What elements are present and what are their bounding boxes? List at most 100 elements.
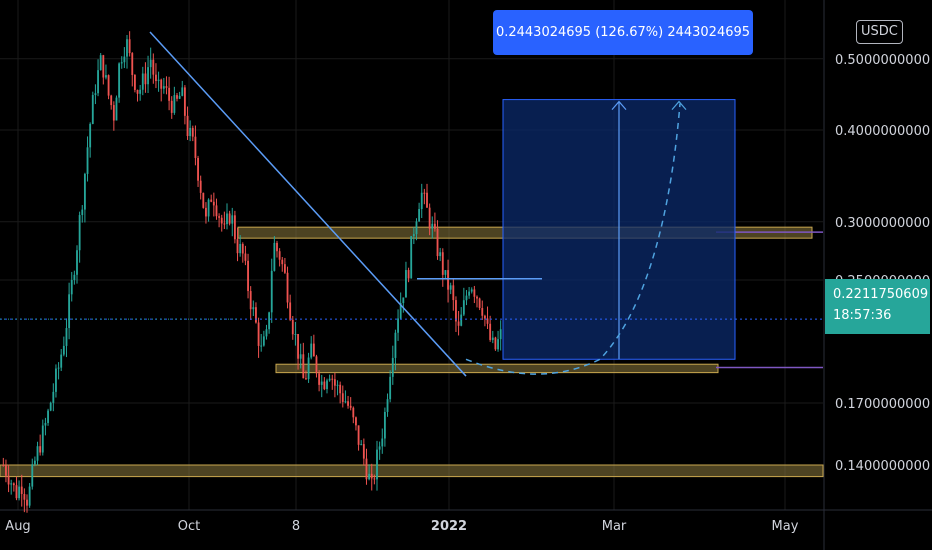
candle-body: [218, 216, 221, 218]
candle-body: [110, 95, 113, 106]
candle-body: [320, 381, 323, 385]
candle-body: [431, 223, 434, 229]
price-axis[interactable]: 0.50000000000.40000000000.30000000000.25…: [835, 53, 930, 474]
bottom-zone[interactable]: [0, 464, 824, 478]
candle-body: [494, 337, 497, 350]
measure-arrow-head: [611, 100, 627, 110]
candle-body: [133, 74, 136, 90]
countdown: 18:57:36: [833, 308, 892, 323]
candle-body: [383, 411, 386, 439]
currency-badge[interactable]: USDC: [856, 20, 903, 44]
candle-body: [33, 460, 36, 465]
candle-body: [260, 345, 263, 347]
candle-body: [473, 289, 476, 297]
candle-body: [423, 192, 426, 194]
candle-body: [91, 95, 94, 124]
price-tick-label: 0.4000000000: [835, 124, 930, 139]
candle-body: [183, 87, 186, 116]
candle-body: [399, 303, 402, 319]
candle-body: [420, 192, 423, 210]
candle-body: [462, 300, 465, 315]
candle-body: [439, 252, 442, 257]
candles: [2, 31, 502, 513]
candle-body: [181, 87, 184, 96]
price-tick-label: 0.1400000000: [835, 459, 930, 474]
candle-body: [78, 215, 81, 251]
candle-body: [483, 315, 486, 319]
support-zone[interactable]: [275, 363, 719, 374]
candle-body: [478, 298, 481, 308]
candle-body: [497, 339, 499, 350]
projected-path[interactable]: [465, 103, 681, 375]
candle-body: [407, 270, 410, 279]
drawings[interactable]: [0, 31, 823, 377]
price-tick-label: 0.3000000000: [835, 216, 930, 231]
candle-body: [20, 486, 23, 494]
candle-body: [155, 74, 157, 82]
candle-body: [386, 399, 389, 412]
candle-body: [255, 307, 257, 323]
candle-body: [197, 157, 199, 181]
candle-body: [212, 201, 215, 206]
projected-arrow-head: [671, 100, 687, 110]
candle-body: [486, 318, 489, 324]
candle-body: [249, 291, 252, 310]
candle-body: [341, 393, 344, 402]
time-axis[interactable]: Aug Oct 8 2022 Mar May: [5, 519, 798, 534]
candle-body: [76, 250, 78, 275]
candle-body: [470, 289, 473, 292]
candle-body: [205, 207, 207, 217]
downtrend-line[interactable]: [149, 31, 467, 377]
candle-body: [57, 367, 60, 369]
candle-body: [191, 127, 194, 137]
candle-body: [86, 147, 89, 174]
candle-body: [189, 127, 192, 137]
target-box[interactable]: [502, 99, 736, 360]
candle-body: [310, 343, 313, 358]
candle-body: [223, 223, 226, 225]
candle-body: [105, 75, 107, 78]
time-tick-label: Aug: [5, 519, 30, 534]
candle-body: [344, 401, 347, 403]
candle-body: [39, 446, 42, 453]
candle-body: [102, 55, 105, 78]
candle-body: [128, 39, 131, 54]
candle-body: [415, 221, 418, 235]
candle-body: [144, 73, 147, 85]
candle-body: [252, 307, 255, 310]
candle-body: [210, 199, 213, 202]
candle-body: [481, 307, 484, 316]
candle-body: [176, 95, 178, 99]
last-price-badge: 0.2211750609 18:57:36: [825, 279, 930, 334]
candle-body: [357, 425, 360, 445]
candle-body: [18, 486, 21, 499]
candle-body: [291, 319, 294, 335]
candle-body: [489, 323, 492, 340]
candle-body: [28, 486, 31, 506]
candle-body: [394, 332, 397, 358]
candle-body: [36, 446, 39, 461]
candle-body: [257, 322, 260, 346]
candle-body: [81, 209, 84, 216]
candle-body: [231, 215, 234, 224]
candle-body: [168, 87, 171, 101]
candle-body: [352, 407, 355, 418]
candle-body: [465, 295, 468, 301]
candle-body: [131, 53, 134, 75]
candle-body: [278, 251, 281, 260]
candle-body: [405, 270, 407, 298]
candle-body: [15, 485, 18, 499]
candle-body: [268, 312, 271, 330]
time-tick-label: May: [772, 519, 799, 534]
candle-body: [94, 93, 97, 96]
candle-body: [83, 173, 86, 210]
candle-body: [452, 285, 455, 301]
candle-body: [162, 86, 165, 89]
candle-body: [468, 291, 471, 296]
candle-body: [457, 321, 460, 326]
time-tick-label: Mar: [602, 519, 627, 534]
candle-body: [281, 259, 284, 265]
candle-body: [336, 384, 339, 386]
candle-body: [391, 357, 394, 377]
